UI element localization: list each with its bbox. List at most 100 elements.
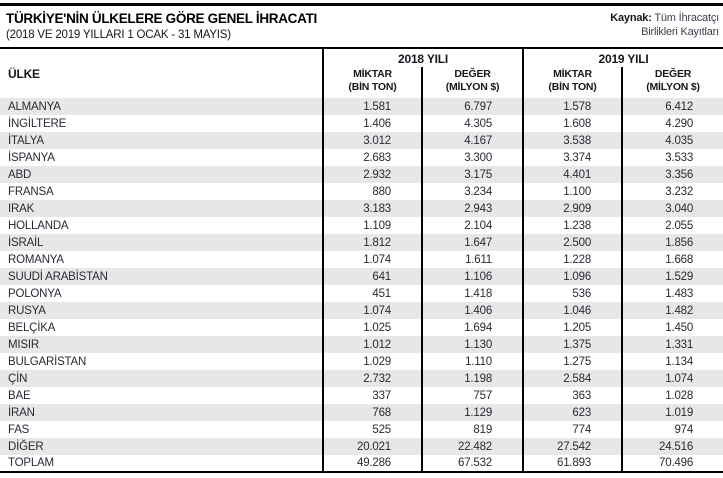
country-cell: FRANSA — [8, 185, 54, 198]
value-cell-2019-deger: 1.483 — [621, 285, 723, 303]
value-cell-2018-miktar: 1.012 — [322, 336, 422, 354]
value-cell-2018-miktar: 768 — [322, 404, 422, 422]
value-cell-2018-deger: 1.198 — [420, 370, 524, 388]
value-cell-2018-miktar: 880 — [322, 183, 422, 201]
value-cell-2019-deger: 1.856 — [621, 234, 723, 252]
country-cell: TOPLAM — [8, 457, 54, 470]
value-cell-2018-deger: 6.797 — [420, 98, 524, 116]
value-cell-2019-deger: 1.331 — [621, 336, 723, 354]
table-row: ABD 2.932 3.175 4.401 3.356 — [0, 166, 723, 184]
export-table: ÜLKE 2018 YILI 2019 YILI MİKTAR (BİN TON… — [0, 47, 723, 474]
country-cell: BELÇİKA — [8, 321, 56, 334]
value-cell-2018-miktar: 1.025 — [322, 319, 422, 337]
value-cell-2018-deger: 4.305 — [420, 115, 524, 133]
column-group-2019: 2019 YILI — [522, 48, 723, 67]
value-cell-2018-miktar: 1.074 — [322, 251, 422, 269]
value-cell-2018-deger: 1.406 — [420, 302, 524, 320]
header-miktar-label: MİKTAR — [353, 68, 392, 80]
table-row: FRANSA 880 3.234 1.100 3.232 — [0, 183, 723, 201]
value-cell-2019-miktar: 1.238 — [522, 217, 623, 235]
value-cell-2019-miktar: 1.205 — [522, 319, 623, 337]
country-cell: ABD — [8, 168, 32, 181]
header-miktar-unit: (BİN TON) — [548, 80, 597, 93]
value-cell-2018-miktar: 3.012 — [322, 132, 422, 150]
table-row: İRAN 768 1.129 623 1.019 — [0, 404, 723, 422]
column-header-country: ÜLKE — [0, 48, 323, 99]
value-cell-2019-deger: 3.040 — [621, 200, 723, 218]
header-deger-label: DEĞER — [654, 68, 692, 80]
source-credit: Kaynak: Tüm İhracatçı Birlikleri Kayıtla… — [610, 11, 719, 40]
source-text-1: Tüm İhracatçı — [654, 12, 719, 24]
value-cell-2018-deger: 22.482 — [420, 438, 524, 456]
country-cell: İNGİLTERE — [8, 117, 67, 130]
table-row: TOPLAM 49.286 67.532 61.893 70.496 — [0, 455, 723, 473]
value-cell-2018-deger: 3.175 — [420, 166, 524, 184]
value-cell-2019-miktar: 1.046 — [522, 302, 623, 320]
table-row: BELÇİKA 1.025 1.694 1.205 1.450 — [0, 319, 723, 337]
value-cell-2018-deger: 819 — [420, 421, 524, 439]
value-cell-2019-miktar: 363 — [522, 387, 623, 405]
header-miktar-unit: (BİN TON) — [348, 80, 397, 93]
table-row: DİĞER 20.021 22.482 27.542 24.516 — [0, 438, 723, 456]
value-cell-2019-deger: 974 — [621, 421, 723, 439]
value-cell-2019-miktar: 3.538 — [522, 132, 623, 150]
table-body: ALMANYA 1.581 6.797 1.578 6.412 İNGİLTER… — [0, 98, 723, 473]
page-title: TÜRKİYE'NİN ÜLKELERE GÖRE GENEL İHRACATI — [6, 11, 317, 26]
value-cell-2018-miktar: 3.183 — [322, 200, 422, 218]
value-cell-2019-miktar: 3.374 — [522, 149, 623, 167]
value-cell-2018-miktar: 20.021 — [322, 438, 422, 456]
header-miktar-label: MİKTAR — [553, 68, 592, 80]
column-header-2019-miktar: MİKTAR (BİN TON) — [522, 67, 623, 99]
table-header: ÜLKE 2018 YILI 2019 YILI MİKTAR (BİN TON… — [0, 48, 723, 99]
value-cell-2018-miktar: 2.932 — [322, 166, 422, 184]
table-row: BAE 337 757 363 1.028 — [0, 387, 723, 405]
column-header-2019-deger: DEĞER (MİLYON $) — [621, 67, 723, 99]
table-row: MISIR 1.012 1.130 1.375 1.331 — [0, 336, 723, 354]
table-row: IRAK 3.183 2.943 2.909 3.040 — [0, 200, 723, 218]
table-row: BULGARİSTAN 1.029 1.110 1.275 1.134 — [0, 353, 723, 371]
value-cell-2018-miktar: 641 — [322, 268, 422, 286]
table-row: FAS 525 819 774 974 — [0, 421, 723, 439]
value-cell-2018-deger: 1.647 — [420, 234, 524, 252]
country-cell: HOLLANDA — [8, 219, 69, 232]
table-row: İSPANYA 2.683 3.300 3.374 3.533 — [0, 149, 723, 167]
source-line-1: Kaynak: Tüm İhracatçı — [610, 11, 719, 25]
value-cell-2019-miktar: 2.909 — [522, 200, 623, 218]
table-row: ÇİN 2.732 1.198 2.584 1.074 — [0, 370, 723, 388]
value-cell-2019-deger: 1.134 — [621, 353, 723, 371]
value-cell-2019-deger: 4.290 — [621, 115, 723, 133]
value-cell-2019-miktar: 774 — [522, 421, 623, 439]
value-cell-2018-deger: 1.106 — [420, 268, 524, 286]
value-cell-2018-miktar: 1.812 — [322, 234, 422, 252]
value-cell-2018-deger: 1.129 — [420, 404, 524, 422]
value-cell-2018-miktar: 1.029 — [322, 353, 422, 371]
country-cell: SUUDİ ARABİSTAN — [8, 270, 108, 283]
country-cell: İSRAİL — [8, 236, 44, 249]
table-row: SUUDİ ARABİSTAN 641 1.106 1.096 1.529 — [0, 268, 723, 286]
country-cell: İSPANYA — [8, 151, 55, 164]
value-cell-2019-miktar: 1.578 — [522, 98, 623, 116]
value-cell-2018-deger: 3.300 — [420, 149, 524, 167]
value-cell-2019-miktar: 1.375 — [522, 336, 623, 354]
table-row: İSRAİL 1.812 1.647 2.500 1.856 — [0, 234, 723, 252]
value-cell-2019-deger: 24.516 — [621, 438, 723, 456]
country-cell: ROMANYA — [8, 253, 64, 266]
table-row: İTALYA 3.012 4.167 3.538 4.035 — [0, 132, 723, 150]
value-cell-2018-miktar: 49.286 — [322, 455, 422, 473]
title-block: TÜRKİYE'NİN ÜLKELERE GÖRE GENEL İHRACATI… — [6, 11, 317, 41]
country-cell: ÇİN — [8, 372, 28, 385]
value-cell-2019-deger: 3.356 — [621, 166, 723, 184]
country-cell: RUSYA — [8, 304, 46, 317]
value-cell-2018-deger: 67.532 — [420, 455, 524, 473]
value-cell-2019-miktar: 2.500 — [522, 234, 623, 252]
value-cell-2018-deger: 2.943 — [420, 200, 524, 218]
header-deger-unit: (MİLYON $) — [646, 80, 700, 93]
source-label: Kaynak: — [610, 12, 652, 24]
country-cell: DİĞER — [8, 440, 44, 453]
value-cell-2019-miktar: 61.893 — [522, 455, 623, 473]
value-cell-2019-miktar: 623 — [522, 404, 623, 422]
value-cell-2018-miktar: 1.109 — [322, 217, 422, 235]
country-cell: MISIR — [8, 338, 39, 351]
value-cell-2019-deger: 3.232 — [621, 183, 723, 201]
value-cell-2018-deger: 1.694 — [420, 319, 524, 337]
